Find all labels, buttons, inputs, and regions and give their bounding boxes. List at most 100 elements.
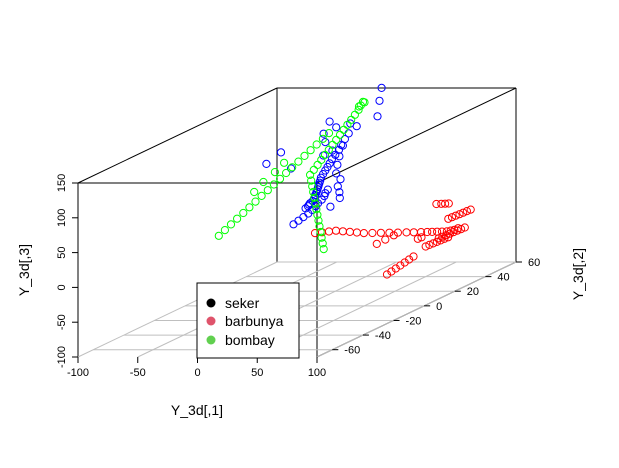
legend: seker barbunya bombay <box>196 282 300 359</box>
y-tick-label-1: -40 <box>375 330 391 342</box>
data-point-2-0 <box>324 129 334 138</box>
data-point-2-33 <box>309 165 318 174</box>
data-point-0-47 <box>333 160 342 169</box>
data-point-1-39 <box>432 237 441 246</box>
legend-label-barbunya: barbunya <box>225 313 284 329</box>
data-point-2-44 <box>316 227 325 237</box>
data-point-0-11 <box>316 173 325 182</box>
data-point-1-49 <box>413 234 422 243</box>
data-point-1-53 <box>432 199 441 209</box>
data-point-2-34 <box>306 170 315 179</box>
data-point-1-29 <box>444 214 453 223</box>
data-point-0-59 <box>262 159 271 168</box>
data-point-1-16 <box>352 228 361 237</box>
data-point-1-44 <box>444 233 453 242</box>
axes: -100 -50 0 50 100 -60 -40 -20 0 20 40 60 -100 -50 0 50 1… <box>56 174 540 379</box>
data-point-2-43 <box>315 222 324 231</box>
data-point-2-46 <box>318 239 327 248</box>
data-point-2-53 <box>250 187 259 197</box>
legend-marker-seker <box>206 298 216 308</box>
data-point-1-31 <box>457 225 466 234</box>
data-point-1-58 <box>391 264 400 273</box>
data-point-2-11 <box>257 191 266 200</box>
x-tick-label-2: 0 <box>194 367 200 379</box>
x-tick-label-0: -100 <box>67 367 89 379</box>
data-point-2-22 <box>350 110 359 119</box>
legend-marker-barbunya <box>206 316 216 326</box>
data-point-1-14 <box>368 228 377 238</box>
x-tick-label-4: 100 <box>308 367 326 379</box>
data-point-0-54 <box>373 112 382 121</box>
data-point-0-49 <box>336 175 345 184</box>
data-point-2-8 <box>275 174 285 183</box>
data-point-0-56 <box>377 83 386 93</box>
x-axis-title: Y_3d[,1] <box>171 402 223 418</box>
data-point-2-25 <box>339 125 348 134</box>
data-point-2-40 <box>312 205 321 214</box>
data-point-2-13 <box>245 203 254 212</box>
data-point-0-35 <box>299 213 308 222</box>
data-point-0-36 <box>294 216 303 225</box>
data-point-2-52 <box>259 177 268 187</box>
x-tick-label-3: 50 <box>251 367 263 379</box>
data-point-2-47 <box>319 245 328 254</box>
data-point-0-45 <box>338 141 347 150</box>
data-point-1-9 <box>409 228 418 237</box>
data-point-2-18 <box>214 231 223 240</box>
data-point-0-37 <box>289 220 298 229</box>
z-tick-label-0: -100 <box>56 346 68 368</box>
legend-label-seker: seker <box>225 295 260 311</box>
x-tick-label-1: -50 <box>130 367 146 379</box>
data-point-1-45 <box>372 239 381 248</box>
data-point-2-16 <box>226 220 236 229</box>
data-point-2-9 <box>269 180 278 189</box>
data-point-1-38 <box>436 236 445 245</box>
data-point-2-2 <box>312 140 321 149</box>
data-point-2-3 <box>306 146 315 155</box>
legend-label-bombay: bombay <box>225 332 275 348</box>
data-point-2-7 <box>282 168 291 178</box>
data-point-2-36 <box>308 182 317 191</box>
data-point-1-18 <box>338 227 347 236</box>
data-point-1-43 <box>440 234 449 243</box>
data-point-0-52 <box>335 193 344 203</box>
data-point-0-55 <box>375 96 384 105</box>
data-point-2-41 <box>313 210 322 219</box>
data-point-1-24 <box>462 207 471 216</box>
y-tick-label-2: -20 <box>406 315 422 327</box>
grid-line-x-4 <box>316 261 517 358</box>
data-point-1-12 <box>385 228 394 237</box>
data-point-1-13 <box>376 228 385 237</box>
data-point-0-50 <box>333 182 342 191</box>
data-point-2-14 <box>239 208 248 218</box>
data-point-1-48 <box>417 233 426 242</box>
data-point-2-37 <box>309 187 318 197</box>
data-point-0-39 <box>319 129 328 138</box>
data-point-1-10 <box>402 228 411 237</box>
data-point-2-49 <box>354 102 364 111</box>
data-point-2-6 <box>288 163 297 172</box>
legend-marker-bombay <box>206 335 216 345</box>
data-point-1-41 <box>425 240 434 249</box>
data-point-2-4 <box>300 151 309 160</box>
y-axis-title: Y_3d[,2] <box>570 248 586 300</box>
data-point-2-38 <box>310 193 319 202</box>
data-point-2-45 <box>317 233 326 242</box>
data-point-2-12 <box>251 197 260 206</box>
data-point-1-56 <box>400 258 409 267</box>
data-point-1-51 <box>441 199 450 208</box>
data-point-0-46 <box>335 152 344 161</box>
point-cloud <box>214 83 475 279</box>
data-point-1-46 <box>381 235 390 244</box>
data-point-2-27 <box>332 135 341 144</box>
data-point-2-32 <box>313 160 322 169</box>
data-point-1-20 <box>324 227 334 236</box>
data-point-1-28 <box>447 213 457 222</box>
data-point-1-7 <box>423 227 432 237</box>
z-tick-label-5: 150 <box>56 174 68 192</box>
data-point-1-59 <box>387 267 396 276</box>
data-point-0-38 <box>332 123 341 132</box>
data-point-2-26 <box>335 130 345 139</box>
data-point-0-53 <box>326 202 335 211</box>
